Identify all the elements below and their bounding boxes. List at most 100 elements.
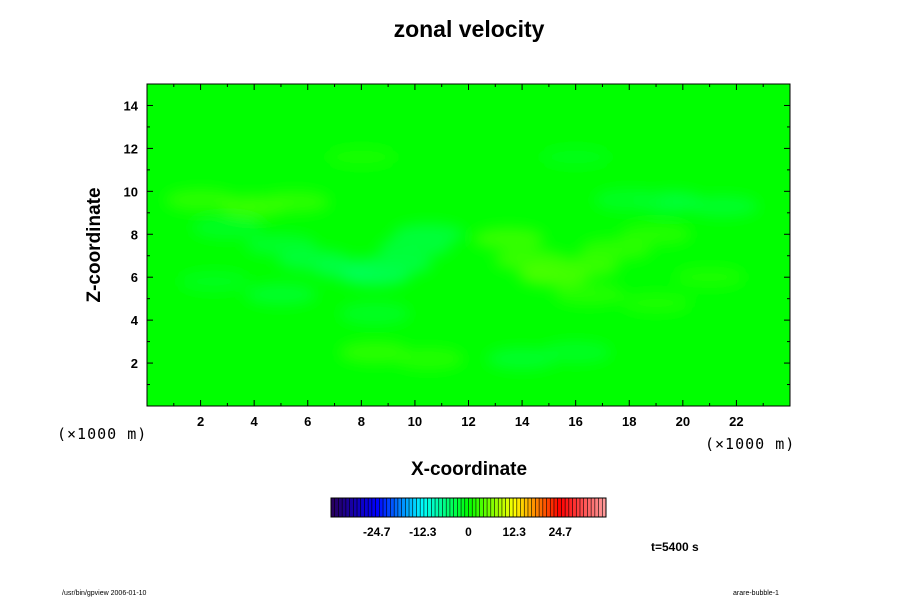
- colorbar-swatch: [505, 498, 510, 517]
- colorbar-swatch: [550, 498, 555, 517]
- colorbar-swatch: [394, 498, 399, 517]
- colorbar-swatch: [368, 498, 373, 517]
- colorbar-swatch: [598, 498, 603, 517]
- field-feature: [244, 283, 317, 306]
- footer-command: /usr/bin/gpview 2006-01-10: [62, 590, 147, 597]
- colorbar-swatch: [383, 498, 388, 517]
- colorbar-swatch: [390, 498, 395, 517]
- x-tick-label: 6: [304, 414, 311, 429]
- x-tick-label: 10: [408, 414, 422, 429]
- colorbar: -24.7 -12.3 0 12.3 24.7: [330, 497, 607, 539]
- colorbar-swatch: [535, 498, 540, 517]
- colorbar-swatch: [457, 498, 462, 517]
- colorbar-swatch: [509, 498, 514, 517]
- x-tick-label: 14: [515, 414, 530, 429]
- field-feature: [360, 253, 433, 276]
- field-feature: [392, 223, 465, 246]
- colorbar-swatch: [531, 498, 536, 517]
- colorbar-swatch: [461, 498, 466, 517]
- colorbar-swatch: [494, 498, 499, 517]
- colorbar-swatch: [349, 498, 354, 517]
- colorbar-tick-label: -12.3: [409, 525, 437, 539]
- colorbar-swatch: [401, 498, 406, 517]
- colorbar-swatch: [546, 498, 551, 517]
- colorbar-swatch: [513, 498, 518, 517]
- field-feature: [539, 145, 612, 168]
- colorbar-swatch: [371, 498, 376, 517]
- field-feature: [547, 255, 620, 278]
- colorbar-swatch: [475, 498, 480, 517]
- field-feature: [687, 195, 760, 218]
- colorbar-swatch: [527, 498, 532, 517]
- colorbar-swatch: [416, 498, 421, 517]
- colorbar-swatch: [498, 498, 503, 517]
- colorbar-swatch: [386, 498, 391, 517]
- y-tick-label: 10: [124, 184, 138, 199]
- colorbar-swatch: [427, 498, 432, 517]
- colorbar-swatch: [542, 498, 547, 517]
- colorbar-frame: [330, 497, 607, 518]
- colorbar-swatch: [420, 498, 425, 517]
- plot-background: [147, 84, 790, 406]
- x-tick-label: 12: [461, 414, 475, 429]
- colorbar-swatch: [468, 498, 473, 517]
- x-tick-label: 16: [568, 414, 582, 429]
- field-feature: [191, 216, 264, 239]
- colorbar-swatch: [479, 498, 484, 517]
- y-axis-ticks: 2 4 6 8 10 12 14: [124, 83, 790, 386]
- colorbar-swatch: [397, 498, 402, 517]
- field-feature: [593, 188, 666, 211]
- x-axis-ticks: 2 4 6 8 10 12 14 16 18 20 22: [173, 84, 764, 429]
- colorbar-swatch: [338, 498, 343, 517]
- colorbar-swatch: [431, 498, 436, 517]
- colorbar-swatch: [331, 498, 336, 517]
- colorbar-swatch: [446, 498, 451, 517]
- colorbar-swatch: [449, 498, 454, 517]
- x-axis-unit-right: (×1000 m): [705, 435, 796, 453]
- colorbar-swatch: [379, 498, 384, 517]
- colorbar-swatch: [487, 498, 492, 517]
- colorbar-tick-label: 12.3: [503, 525, 527, 539]
- field-feature: [579, 238, 652, 261]
- y-tick-label: 12: [124, 141, 138, 156]
- field-feature: [620, 223, 693, 246]
- colorbar-swatch: [483, 498, 488, 517]
- colorbar-swatch: [472, 498, 477, 517]
- time-label: t=5400 s: [651, 540, 699, 554]
- colorbar-swatch: [353, 498, 358, 517]
- y-tick-label: 2: [131, 356, 138, 371]
- colorbar-swatch: [583, 498, 588, 517]
- field-feature: [338, 302, 411, 325]
- colorbar-swatch: [565, 498, 570, 517]
- colorbar-swatch: [539, 498, 544, 517]
- field-feature: [673, 266, 746, 289]
- field-feature: [325, 145, 398, 168]
- colorbar-tick-label: 24.7: [549, 525, 573, 539]
- x-axis-unit-left: (×1000 m): [57, 425, 148, 443]
- colorbar-swatch: [438, 498, 443, 517]
- colorbar-swatch: [576, 498, 581, 517]
- x-tick-label: 8: [358, 414, 365, 429]
- colorbar-swatch: [464, 498, 469, 517]
- colorbar-swatch: [442, 498, 447, 517]
- colorbar-swatch: [594, 498, 599, 517]
- x-tick-label: 22: [729, 414, 743, 429]
- field-feature: [392, 347, 465, 370]
- colorbar-swatch: [572, 498, 577, 517]
- colorbar-swatch: [412, 498, 417, 517]
- colorbar-swatch: [345, 498, 350, 517]
- y-tick-label: 4: [131, 313, 139, 328]
- colorbar-swatch: [520, 498, 525, 517]
- colorbar-swatch: [516, 498, 521, 517]
- y-tick-label: 14: [124, 98, 139, 113]
- colorbar-swatch: [553, 498, 558, 517]
- colorbar-tick-label: 0: [465, 525, 472, 539]
- field-feature: [258, 191, 331, 214]
- x-tick-label: 2: [197, 414, 204, 429]
- footer-file: arare-bubble-1: [733, 590, 779, 597]
- colorbar-swatch: [360, 498, 365, 517]
- colorbar-swatch: [587, 498, 592, 517]
- field-feature: [553, 283, 626, 306]
- field-feature: [539, 341, 612, 364]
